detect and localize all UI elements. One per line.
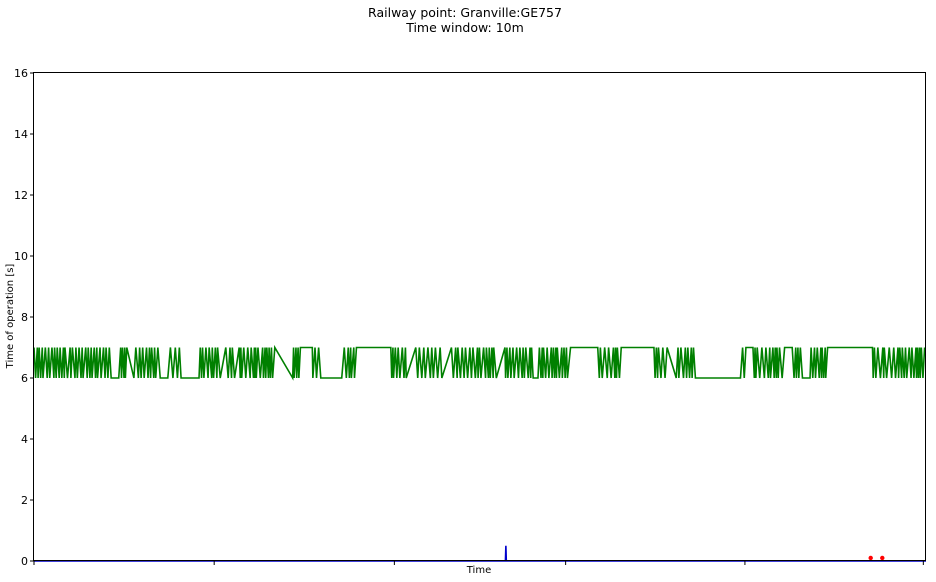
axes-frame bbox=[33, 72, 926, 561]
y-tick-label: 4 bbox=[21, 433, 28, 446]
chart-title-line-2: Time window: 10m bbox=[405, 20, 524, 35]
chart-title-line-1: Railway point: Granville:GE757 bbox=[368, 5, 562, 20]
series-line-1 bbox=[34, 545, 926, 562]
series-line-0 bbox=[33, 344, 926, 381]
plot-area bbox=[33, 344, 926, 562]
y-tick-label: 14 bbox=[14, 128, 28, 141]
y-tick-label: 2 bbox=[21, 494, 28, 507]
y-tick-label: 10 bbox=[14, 250, 28, 263]
y-axis: 0 2 4 6 8 10 12 14 16 bbox=[14, 67, 34, 568]
y-tick-label: 6 bbox=[21, 372, 28, 385]
data-point bbox=[880, 555, 885, 561]
y-tick-label: 16 bbox=[14, 67, 28, 80]
y-tick-label: 0 bbox=[21, 555, 28, 568]
x-axis bbox=[33, 561, 924, 565]
y-axis-label: Time of operation [s] bbox=[5, 264, 16, 370]
y-tick-label: 12 bbox=[14, 189, 28, 202]
data-point bbox=[868, 555, 873, 561]
x-axis-label: Time bbox=[466, 565, 491, 576]
y-tick-label: 8 bbox=[21, 311, 28, 324]
